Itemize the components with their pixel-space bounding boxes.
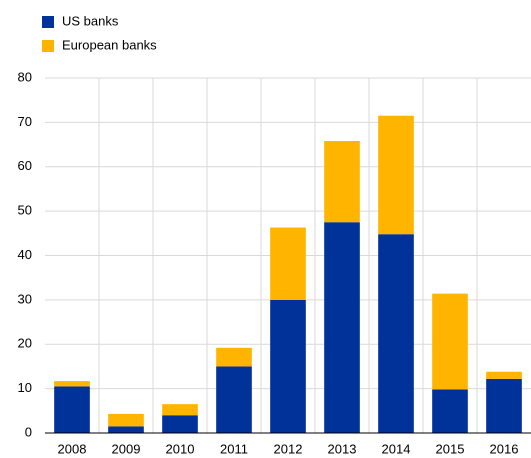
x-tick-label: 2009 [112, 441, 141, 456]
x-tick-label: 2010 [166, 441, 195, 456]
y-tick-label: 70 [18, 114, 32, 129]
bar-segment [486, 378, 522, 433]
x-tick-label: 2014 [382, 441, 411, 456]
bar-segment [324, 222, 360, 433]
bar-segment [270, 299, 306, 433]
y-tick-label: 0 [25, 424, 32, 439]
x-tick-label: 2011 [220, 441, 248, 456]
bar-segment [324, 141, 360, 223]
bar-segment [108, 426, 144, 433]
y-tick-label: 10 [18, 380, 32, 395]
bar-segment [432, 389, 468, 433]
x-tick-label: 2013 [328, 441, 357, 456]
bar-segment [216, 366, 252, 433]
bar-segment [378, 115, 414, 235]
y-tick-label: 60 [18, 158, 32, 173]
y-tick-label: 40 [18, 247, 32, 262]
bar-segment [162, 415, 198, 433]
bar-segment [162, 404, 198, 416]
y-tick-label: 30 [18, 291, 32, 306]
legend-swatch [42, 40, 54, 52]
x-tick-label: 2016 [490, 441, 519, 456]
legend-swatch [42, 16, 54, 28]
legend-label: European banks [62, 37, 157, 52]
legend-label: US banks [62, 13, 119, 28]
x-tick-label: 2012 [274, 441, 303, 456]
x-tick-label: 2015 [436, 441, 465, 456]
bar-segment [270, 227, 306, 300]
y-tick-label: 50 [18, 203, 32, 218]
y-tick-label: 20 [18, 336, 32, 351]
bar-segment [486, 371, 522, 379]
bar-segment [54, 386, 90, 433]
bar-segment [432, 293, 468, 390]
x-tick-label: 2008 [58, 441, 87, 456]
bar-segment [378, 234, 414, 433]
bar-segment [108, 413, 144, 427]
bar-segment [54, 381, 90, 387]
y-tick-label: 80 [18, 69, 32, 84]
bar-segment [216, 347, 252, 367]
